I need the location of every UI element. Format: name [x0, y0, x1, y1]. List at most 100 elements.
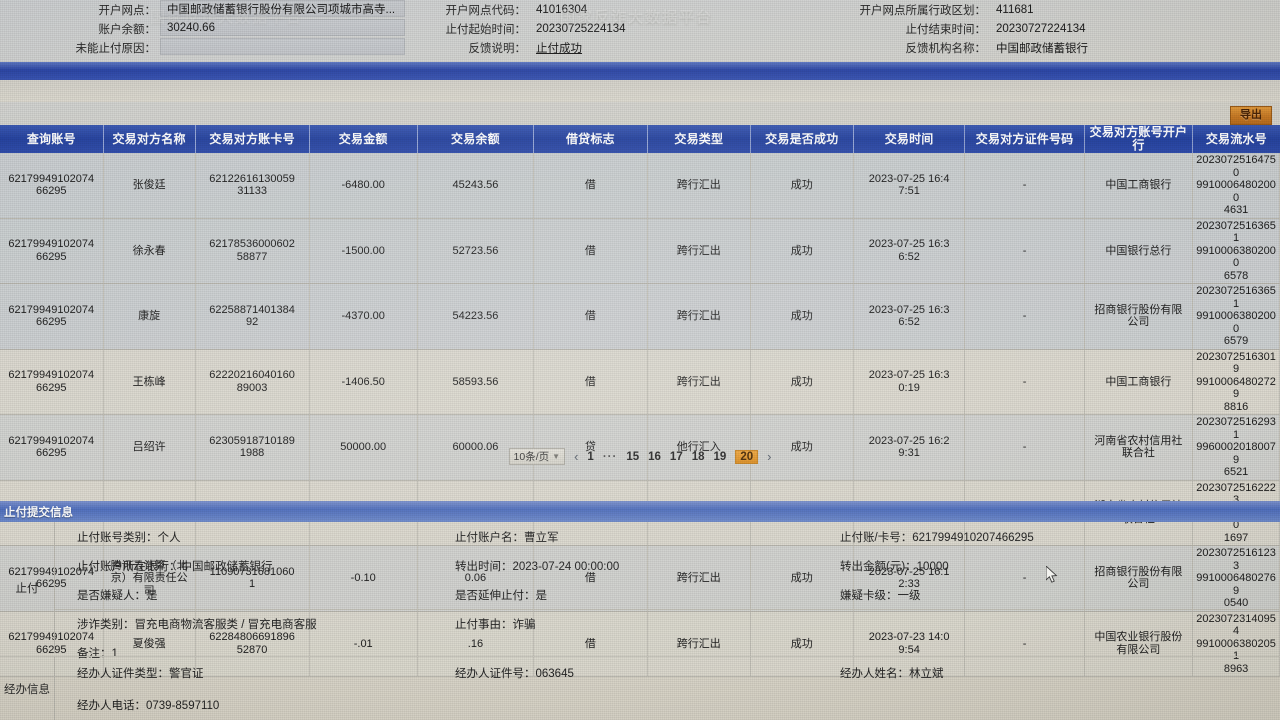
page-button-17[interactable]: 17: [669, 450, 683, 463]
table-row[interactable]: 62179949102074 66295 康旋 62258871401384 92-…: [0, 283, 1280, 350]
cell-balance: 52723.56: [417, 218, 534, 284]
info-row: 止付账户所在银行：中国邮政储蓄银行 转出时间：2023-07-24 00:00:…: [55, 551, 1280, 580]
col-counterparty-card[interactable]: 交易对方账卡号: [195, 125, 310, 153]
page-button-19[interactable]: 19: [713, 450, 727, 463]
transaction-table-wrapper: 查询账号 交易对方名称 交易对方账卡号 交易金额 交易余额 借贷标志 交易类型 …: [0, 125, 1280, 677]
stop-end-time-label: 止付结束时间：: [905, 23, 987, 36]
stop-payment-section-header: 止付提交信息: [0, 501, 1280, 522]
table-row[interactable]: 62179949102074 66295 徐永春 62178536000602 58…: [0, 218, 1280, 284]
stop-payment-info-block: 止付 止付账号类别：个人 止付账户名：曹立军 止付账/卡号：6217994910…: [0, 522, 1280, 660]
cell-counterparty-id: -: [964, 414, 1085, 481]
handler-id-number: 经办人证件号：063645: [455, 668, 574, 680]
cell-query-account: 62179949102074 66295: [0, 611, 104, 677]
table-row[interactable]: 62179949102074 66295 张俊廷 62122616130059 31…: [0, 153, 1280, 219]
cell-txn-success: 成功: [750, 218, 854, 284]
stop-start-time-label: 止付起始时间：: [445, 23, 527, 36]
cell-serial-no: 20230725163019 99100064802729 8816: [1192, 349, 1280, 415]
table-header-row: 查询账号 交易对方名称 交易对方账卡号 交易金额 交易余额 借贷标志 交易类型 …: [0, 125, 1280, 153]
info-row: 涉诈类别：冒充电商物流客服类 / 冒充电商客服 止付事由：诈骗: [55, 609, 1280, 638]
cell-txn-time: 2023-07-25 16:3 0:19: [853, 349, 966, 415]
stop-account-type: 止付账号类别：个人: [77, 531, 181, 544]
detail-row: 账户余额： 30240.66 止付起始时间： 20230725224134 止付…: [0, 19, 1280, 38]
cell-counterparty-bank: 中国工商银行: [1084, 153, 1194, 219]
cell-counterparty-name: 张俊廷: [103, 153, 196, 219]
cell-counterparty-id: -: [964, 218, 1085, 284]
section-divider-band: [0, 62, 1280, 80]
handler-id-type: 经办人证件类型：警官证: [77, 668, 204, 680]
cell-debit-credit-flag: 借: [533, 349, 648, 415]
cell-balance: .16: [417, 611, 534, 677]
cell-amount: -1406.50: [309, 349, 418, 415]
table-row[interactable]: 62179949102074 66295 夏俊强 62284806691896 52…: [0, 611, 1280, 677]
prev-page-button[interactable]: ‹: [574, 449, 579, 464]
detail-row: 开户网点： 中国邮政储蓄银行股份有限公司项城市高寺... 开户网点代码： 410…: [0, 0, 1280, 19]
cell-txn-type: 跨行汇出: [647, 283, 751, 350]
info-row: 止付账号类别：个人 止付账户名：曹立军 止付账/卡号：6217994910207…: [55, 522, 1280, 551]
page-button-18[interactable]: 18: [691, 450, 705, 463]
table-body: 62179949102074 66295 张俊廷 62122616130059 31…: [0, 153, 1280, 677]
cell-txn-type: 跨行汇出: [647, 153, 751, 219]
cell-debit-credit-flag: 借: [533, 283, 648, 350]
cell-amount: 50000.00: [309, 414, 418, 481]
page-size-select[interactable]: 10条/页 ▼: [508, 448, 566, 465]
chevron-down-icon: ▼: [552, 452, 561, 461]
next-page-button[interactable]: ›: [767, 449, 772, 464]
stop-end-time-value: 20230727224134: [996, 22, 1086, 35]
branch-value: 中国邮政储蓄银行股份有限公司项城市高寺...: [167, 3, 396, 16]
fail-reason-label: 未能止付原因：: [75, 42, 157, 55]
page-button-15[interactable]: 15: [626, 450, 640, 463]
page-button-16[interactable]: 16: [648, 450, 661, 463]
table-row[interactable]: 62179949102074 66295 吕绍许 62305918710189 19…: [0, 414, 1280, 481]
feedback-note-value: 止付成功: [536, 42, 582, 55]
col-counterparty-bank[interactable]: 交易对方账号开户行: [1084, 125, 1194, 153]
cell-txn-type: 跨行汇出: [647, 218, 751, 284]
cell-amount: -1500.00: [309, 218, 418, 284]
col-amount[interactable]: 交易金额: [309, 125, 418, 153]
cell-debit-credit-flag: 借: [533, 218, 648, 284]
cell-counterparty-card: 11090731681060 1: [195, 545, 310, 612]
col-balance[interactable]: 交易余额: [417, 125, 534, 153]
col-counterparty-name[interactable]: 交易对方名称: [103, 125, 196, 153]
page-button-1[interactable]: 1: [587, 450, 594, 463]
cell-query-account: 62179949102074 66295: [0, 283, 104, 350]
transfer-out-time: 转出时间：2023-07-24 00:00:00: [455, 560, 620, 573]
page-button-20-active[interactable]: 20: [735, 449, 759, 464]
cell-txn-success: 成功: [750, 545, 854, 612]
branch-code-label: 开户网点代码：: [445, 4, 527, 17]
cell-query-account: 62179949102074 66295: [0, 218, 104, 284]
col-query-account[interactable]: 查询账号: [0, 125, 104, 153]
cell-counterparty-id: -: [964, 349, 1085, 415]
col-serial-no[interactable]: 交易流水号: [1192, 125, 1280, 153]
feedback-org-value: 中国邮政储蓄银行: [996, 42, 1088, 55]
cell-counterparty-bank: 中国工商银行: [1084, 349, 1194, 415]
table-row[interactable]: 62179949102074 66295 王栋峰 62220216040160 89…: [0, 349, 1280, 415]
cell-counterparty-name: 夏俊强: [103, 611, 196, 677]
cell-serial-no: 20230725162931 99600020180079 6521: [1192, 414, 1280, 481]
cell-query-account: 62179949102074 66295: [0, 349, 104, 415]
feedback-note-label: 反馈说明：: [468, 42, 527, 55]
col-txn-success[interactable]: 交易是否成功: [750, 125, 854, 153]
cell-balance: 54223.56: [417, 283, 534, 350]
suspect-card-level: 嫌疑卡级：一级: [840, 589, 921, 602]
col-debit-credit-flag[interactable]: 借贷标志: [533, 125, 648, 153]
page-ellipsis: ···: [602, 450, 618, 463]
table-row[interactable]: 62179949102074 66295 腾讯云计算（北 京）有限责任公司 1109…: [0, 545, 1280, 612]
cell-debit-credit-flag: 借: [533, 153, 648, 219]
cell-txn-type: 跨行汇出: [647, 611, 751, 677]
cell-counterparty-card: 62305918710189 1988: [195, 414, 310, 481]
fraud-category: 涉诈类别：冒充电商物流客服类 / 冒充电商客服: [77, 619, 317, 631]
cell-serial-no: 20230725163651 99100063802000 6579: [1192, 283, 1280, 350]
export-button[interactable]: 导出: [1230, 106, 1272, 125]
col-txn-type[interactable]: 交易类型: [647, 125, 751, 153]
cell-counterparty-name: 徐永春: [103, 218, 196, 284]
stop-account-card-no: 止付账/卡号：6217994910207466295: [840, 531, 1034, 544]
cell-debit-credit-flag: 借: [533, 545, 648, 612]
branch-code-value: 41016304: [536, 3, 588, 16]
col-txn-time[interactable]: 交易时间: [853, 125, 966, 153]
handler-side-label: 经办信息: [0, 657, 55, 720]
cell-amount: -.01: [309, 611, 418, 677]
cell-txn-type: 跨行汇出: [647, 349, 751, 415]
col-counterparty-id[interactable]: 交易对方证件号码: [964, 125, 1085, 153]
account-detail-panel: 开户网点： 中国邮政储蓄银行股份有限公司项城市高寺... 开户网点代码： 410…: [0, 0, 1280, 57]
